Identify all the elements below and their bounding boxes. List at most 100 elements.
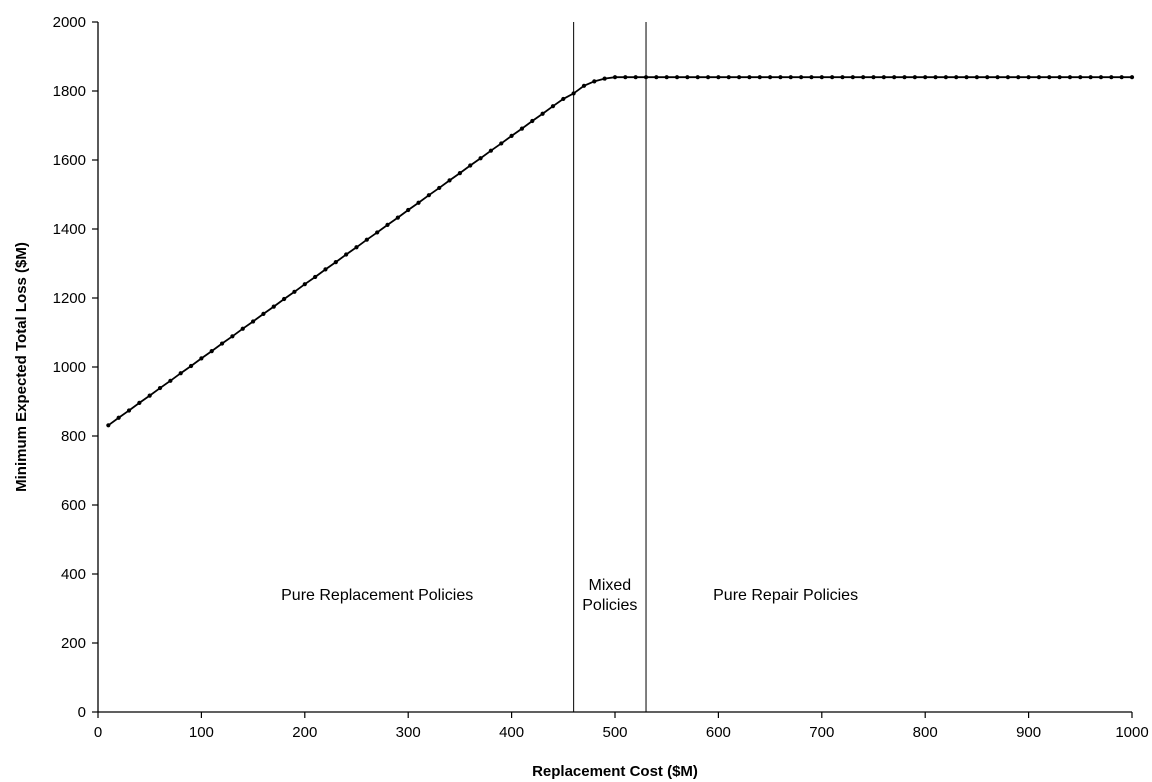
data-point — [199, 356, 204, 361]
data-point — [643, 75, 649, 80]
data-point — [375, 230, 380, 235]
data-point — [850, 75, 855, 80]
data-point — [499, 141, 504, 146]
data-point — [561, 96, 566, 102]
data-point — [406, 207, 411, 213]
data-point — [209, 349, 214, 354]
data-point — [716, 75, 721, 80]
data-point — [457, 171, 462, 176]
y-tick-label: 1800 — [53, 83, 86, 100]
data-point — [1067, 75, 1073, 80]
data-point — [819, 75, 824, 80]
data-point — [1057, 75, 1062, 80]
x-tick-label: 400 — [499, 724, 524, 741]
data-point — [509, 133, 514, 138]
data-point — [664, 75, 669, 80]
data-point — [364, 237, 369, 242]
data-point — [1129, 75, 1135, 80]
data-point — [995, 75, 1000, 80]
data-point — [685, 75, 690, 80]
data-point — [705, 75, 711, 80]
data-point — [1078, 75, 1083, 80]
data-point — [612, 75, 618, 80]
data-point — [861, 75, 866, 80]
data-point — [902, 75, 907, 80]
data-point — [230, 334, 235, 339]
data-point — [881, 75, 886, 80]
data-point — [623, 75, 628, 80]
region-label-line: Pure Replacement Policies — [281, 587, 473, 604]
data-point — [468, 163, 473, 168]
data-point — [633, 75, 638, 80]
x-tick-label: 0 — [94, 724, 102, 741]
data-point — [912, 75, 917, 80]
data-point — [943, 75, 948, 80]
data-point — [540, 111, 545, 116]
y-tick-label: 1000 — [53, 359, 86, 376]
data-point — [1005, 75, 1011, 80]
y-tick-label: 1400 — [53, 221, 86, 238]
data-point — [799, 75, 804, 80]
data-point — [974, 75, 980, 80]
y-tick-label: 200 — [61, 635, 86, 652]
data-point — [147, 393, 152, 398]
data-point — [519, 126, 525, 131]
data-point — [840, 75, 845, 80]
data-point — [168, 378, 173, 383]
region-label: Mixed Policies — [582, 577, 637, 614]
data-point — [778, 75, 783, 80]
data-point — [592, 79, 597, 84]
x-tick-label: 100 — [189, 724, 214, 741]
region-label: Pure Replacement Policies — [281, 587, 473, 604]
data-point — [261, 311, 266, 316]
data-point — [416, 200, 421, 205]
y-axis-title: Minimum Expected Total Loss ($M) — [13, 242, 30, 492]
data-point — [395, 215, 400, 220]
x-tick-label: 900 — [1016, 724, 1041, 741]
x-tick-label: 200 — [292, 724, 317, 741]
y-tick-label: 1200 — [53, 290, 86, 307]
y-tick-label: 2000 — [53, 14, 86, 31]
region-label: Pure Repair Policies — [713, 587, 858, 604]
data-point — [1109, 75, 1114, 80]
data-point — [240, 326, 245, 331]
data-point — [809, 75, 814, 80]
data-point — [830, 75, 835, 80]
region-label-line: Mixed — [588, 577, 631, 594]
data-point — [178, 371, 183, 376]
y-tick-label: 0 — [78, 704, 86, 721]
data-point — [126, 408, 132, 413]
data-point — [768, 75, 773, 80]
region-label-line: Policies — [582, 597, 637, 614]
x-axis-title: Replacement Cost ($M) — [532, 763, 698, 780]
x-tick-label: 500 — [602, 724, 627, 741]
data-point — [581, 83, 587, 88]
data-point — [964, 75, 969, 80]
data-point — [271, 304, 276, 309]
data-point — [333, 260, 338, 265]
data-point — [292, 289, 297, 294]
data-point — [1098, 75, 1104, 80]
data-point — [251, 319, 256, 324]
y-tick-label: 800 — [61, 428, 86, 445]
data-point — [695, 75, 700, 80]
data-point — [323, 267, 328, 272]
data-point — [602, 76, 607, 81]
data-point — [788, 75, 793, 80]
data-point — [478, 156, 483, 161]
data-point — [747, 75, 752, 80]
x-tick-label: 1000 — [1115, 724, 1148, 741]
data-point — [1016, 75, 1021, 80]
x-tick-label: 600 — [706, 724, 731, 741]
data-point — [1047, 75, 1052, 80]
data-point — [447, 178, 452, 183]
data-point — [437, 185, 442, 191]
data-point — [157, 385, 163, 391]
y-tick-label: 600 — [61, 497, 86, 514]
data-point — [106, 423, 111, 428]
data-point — [426, 193, 431, 198]
data-point — [933, 75, 938, 80]
data-point — [550, 104, 556, 109]
data-point — [985, 75, 990, 80]
